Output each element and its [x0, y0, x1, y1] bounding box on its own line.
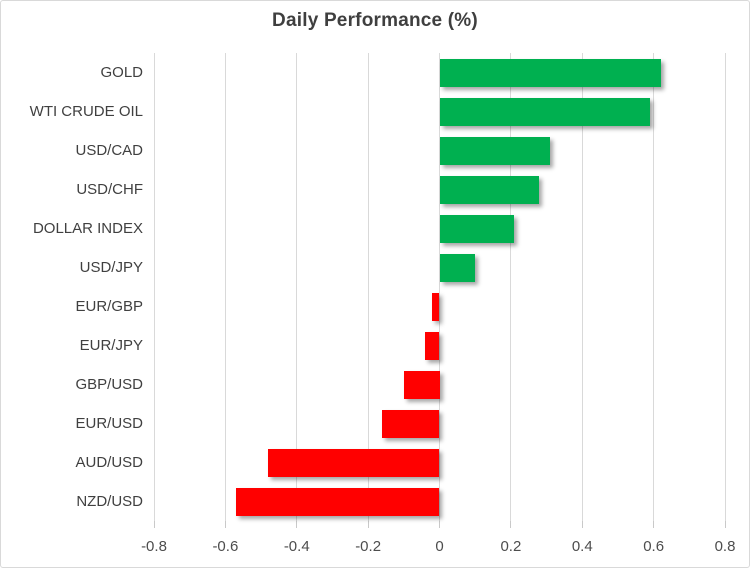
- category-label-gbp-usd: GBP/USD: [75, 375, 143, 393]
- bar-eur-usd: [382, 409, 440, 438]
- category-label-eur-jpy: EUR/JPY: [79, 336, 143, 354]
- x-tick-label-0.2: 0.2: [500, 538, 522, 555]
- x-tick-label--0.6: -0.6: [212, 538, 239, 555]
- bar-usd-cad: [439, 136, 551, 165]
- bar-usd-jpy: [439, 253, 476, 282]
- x-tick-label-0.8: 0.8: [714, 538, 736, 555]
- category-label-usd-cad: USD/CAD: [75, 141, 143, 159]
- gridline-x-0.6: [653, 53, 655, 521]
- tick-mark-x--0.6: [224, 521, 226, 528]
- bar-aud-usd: [268, 448, 440, 477]
- gridline-x--0.2: [367, 53, 369, 521]
- x-tick-label-0.4: 0.4: [571, 538, 593, 555]
- gridline-x-0.8: [724, 53, 726, 521]
- bar-eur-jpy: [425, 331, 440, 360]
- bar-gbp-usd: [403, 370, 440, 399]
- category-label-aud-usd: AUD/USD: [75, 453, 143, 471]
- category-label-dollar-index: DOLLAR INDEX: [32, 219, 143, 237]
- bar-usd-chf: [439, 175, 540, 204]
- x-tick-label--0.4: -0.4: [283, 538, 310, 555]
- bar-wti-crude-oil: [439, 97, 651, 126]
- tick-mark-x--0.8: [153, 521, 155, 528]
- gridline-x-0.4: [581, 53, 583, 521]
- tick-mark-x-0.6: [653, 521, 655, 528]
- tick-mark-x-0.2: [510, 521, 512, 528]
- bar-eur-gbp: [432, 292, 440, 321]
- category-label-wti-crude-oil: WTI CRUDE OIL: [29, 102, 143, 120]
- gridline-x-0: [439, 53, 440, 521]
- tick-mark-x--0.4: [296, 521, 298, 528]
- chart-title: Daily Performance (%): [272, 10, 478, 31]
- gridline-x--0.6: [224, 53, 226, 521]
- category-label-gold: GOLD: [100, 63, 143, 81]
- x-tick-label-0.6: 0.6: [643, 538, 665, 555]
- tick-mark-x-0.4: [581, 521, 583, 528]
- category-label-usd-chf: USD/CHF: [76, 180, 143, 198]
- plot-area: [153, 53, 726, 528]
- category-label-usd-jpy: USD/JPY: [79, 258, 143, 276]
- x-tick-label--0.2: -0.2: [355, 538, 382, 555]
- bar-dollar-index: [439, 214, 515, 243]
- tick-mark-x-0: [439, 521, 440, 528]
- x-tick-label--0.8: -0.8: [141, 538, 167, 555]
- tick-mark-x-0.8: [724, 521, 726, 528]
- gridline-x--0.8: [153, 53, 155, 521]
- gridline-x--0.4: [296, 53, 298, 521]
- bar-gold: [439, 58, 661, 87]
- tick-mark-x--0.2: [367, 521, 369, 528]
- x-tick-label-0: 0: [435, 538, 444, 555]
- category-label-nzd-usd: NZD/USD: [76, 492, 143, 510]
- category-label-eur-usd: EUR/USD: [75, 414, 143, 432]
- bar-nzd-usd: [236, 487, 440, 516]
- category-label-eur-gbp: EUR/GBP: [75, 297, 143, 315]
- gridline-x-0.2: [510, 53, 512, 521]
